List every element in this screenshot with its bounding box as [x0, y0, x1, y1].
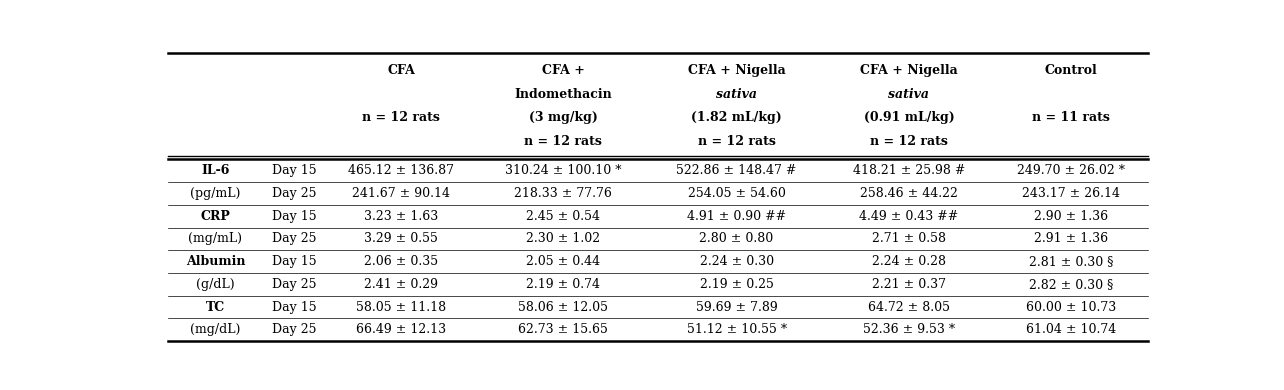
Text: 2.91 ± 1.36: 2.91 ± 1.36: [1034, 232, 1108, 245]
Text: 2.71 ± 0.58: 2.71 ± 0.58: [872, 232, 946, 245]
Text: CFA + Nigella: CFA + Nigella: [860, 64, 958, 77]
Text: TC: TC: [205, 301, 225, 314]
Text: 4.49 ± 0.43 ##: 4.49 ± 0.43 ##: [859, 210, 959, 223]
Text: (mg/mL): (mg/mL): [189, 232, 243, 245]
Text: Albumin: Albumin: [186, 255, 245, 268]
Text: Indomethacin: Indomethacin: [515, 88, 612, 101]
Text: Day 15: Day 15: [272, 301, 316, 314]
Text: 254.05 ± 54.60: 254.05 ± 54.60: [688, 187, 786, 200]
Text: 64.72 ± 8.05: 64.72 ± 8.05: [868, 301, 950, 314]
Text: 258.46 ± 44.22: 258.46 ± 44.22: [860, 187, 958, 200]
Text: 2.81 ± 0.30 §: 2.81 ± 0.30 §: [1028, 255, 1113, 268]
Text: 465.12 ± 136.87: 465.12 ± 136.87: [348, 164, 455, 177]
Text: 241.67 ± 90.14: 241.67 ± 90.14: [352, 187, 449, 200]
Text: 2.05 ± 0.44: 2.05 ± 0.44: [526, 255, 600, 268]
Text: n = 11 rats: n = 11 rats: [1032, 112, 1111, 124]
Text: 2.19 ± 0.25: 2.19 ± 0.25: [700, 278, 773, 291]
Text: (g/dL): (g/dL): [196, 278, 235, 291]
Text: (0.91 mL/kg): (0.91 mL/kg): [864, 112, 954, 124]
Text: 52.36 ± 9.53 *: 52.36 ± 9.53 *: [863, 323, 955, 336]
Text: 51.12 ± 10.55 *: 51.12 ± 10.55 *: [687, 323, 787, 336]
Text: 2.41 ± 0.29: 2.41 ± 0.29: [365, 278, 438, 291]
Text: CRP: CRP: [200, 210, 230, 223]
Text: IL-6: IL-6: [202, 164, 230, 177]
Text: 2.45 ± 0.54: 2.45 ± 0.54: [526, 210, 600, 223]
Text: 3.23 ± 1.63: 3.23 ± 1.63: [363, 210, 438, 223]
Text: 4.91 ± 0.90 ##: 4.91 ± 0.90 ##: [687, 210, 786, 223]
Text: 2.24 ± 0.30: 2.24 ± 0.30: [700, 255, 774, 268]
Text: 522.86 ± 148.47 #: 522.86 ± 148.47 #: [677, 164, 797, 177]
Text: n = 12 rats: n = 12 rats: [697, 135, 776, 148]
Text: (pg/mL): (pg/mL): [190, 187, 240, 200]
Text: Day 15: Day 15: [272, 210, 316, 223]
Text: 310.24 ± 100.10 *: 310.24 ± 100.10 *: [505, 164, 621, 177]
Text: Day 25: Day 25: [272, 278, 316, 291]
Text: n = 12 rats: n = 12 rats: [871, 135, 948, 148]
Text: 3.29 ± 0.55: 3.29 ± 0.55: [365, 232, 438, 245]
Text: CFA +: CFA +: [542, 64, 584, 77]
Text: n = 12 rats: n = 12 rats: [362, 112, 440, 124]
Text: 2.06 ± 0.35: 2.06 ± 0.35: [363, 255, 438, 268]
Text: 62.73 ± 15.65: 62.73 ± 15.65: [519, 323, 609, 336]
Text: n = 12 rats: n = 12 rats: [524, 135, 602, 148]
Text: 61.04 ± 10.74: 61.04 ± 10.74: [1026, 323, 1116, 336]
Text: Day 25: Day 25: [272, 323, 316, 336]
Text: sativa: sativa: [889, 88, 930, 101]
Text: Day 25: Day 25: [272, 232, 316, 245]
Text: 58.05 ± 11.18: 58.05 ± 11.18: [356, 301, 446, 314]
Text: 249.70 ± 26.02 *: 249.70 ± 26.02 *: [1017, 164, 1125, 177]
Text: CFA: CFA: [386, 64, 415, 77]
Text: 218.33 ± 77.76: 218.33 ± 77.76: [515, 187, 612, 200]
Text: (1.82 mL/kg): (1.82 mL/kg): [691, 112, 782, 124]
Text: sativa: sativa: [716, 88, 758, 101]
Text: 59.69 ± 7.89: 59.69 ± 7.89: [696, 301, 778, 314]
Text: 418.21 ± 25.98 #: 418.21 ± 25.98 #: [853, 164, 966, 177]
Text: 2.90 ± 1.36: 2.90 ± 1.36: [1034, 210, 1108, 223]
Text: Day 15: Day 15: [272, 255, 316, 268]
Text: Day 15: Day 15: [272, 164, 316, 177]
Text: 60.00 ± 10.73: 60.00 ± 10.73: [1026, 301, 1116, 314]
Text: Day 25: Day 25: [272, 187, 316, 200]
Text: 2.80 ± 0.80: 2.80 ± 0.80: [700, 232, 774, 245]
Text: 2.19 ± 0.74: 2.19 ± 0.74: [526, 278, 600, 291]
Text: (3 mg/kg): (3 mg/kg): [529, 112, 597, 124]
Text: 58.06 ± 12.05: 58.06 ± 12.05: [519, 301, 609, 314]
Text: (mg/dL): (mg/dL): [190, 323, 240, 336]
Text: 66.49 ± 12.13: 66.49 ± 12.13: [356, 323, 446, 336]
Text: 243.17 ± 26.14: 243.17 ± 26.14: [1022, 187, 1120, 200]
Text: 2.82 ± 0.30 §: 2.82 ± 0.30 §: [1028, 278, 1113, 291]
Text: Control: Control: [1045, 64, 1098, 77]
Text: 2.30 ± 1.02: 2.30 ± 1.02: [526, 232, 600, 245]
Text: 2.24 ± 0.28: 2.24 ± 0.28: [872, 255, 946, 268]
Text: CFA + Nigella: CFA + Nigella: [688, 64, 786, 77]
Text: 2.21 ± 0.37: 2.21 ± 0.37: [872, 278, 946, 291]
